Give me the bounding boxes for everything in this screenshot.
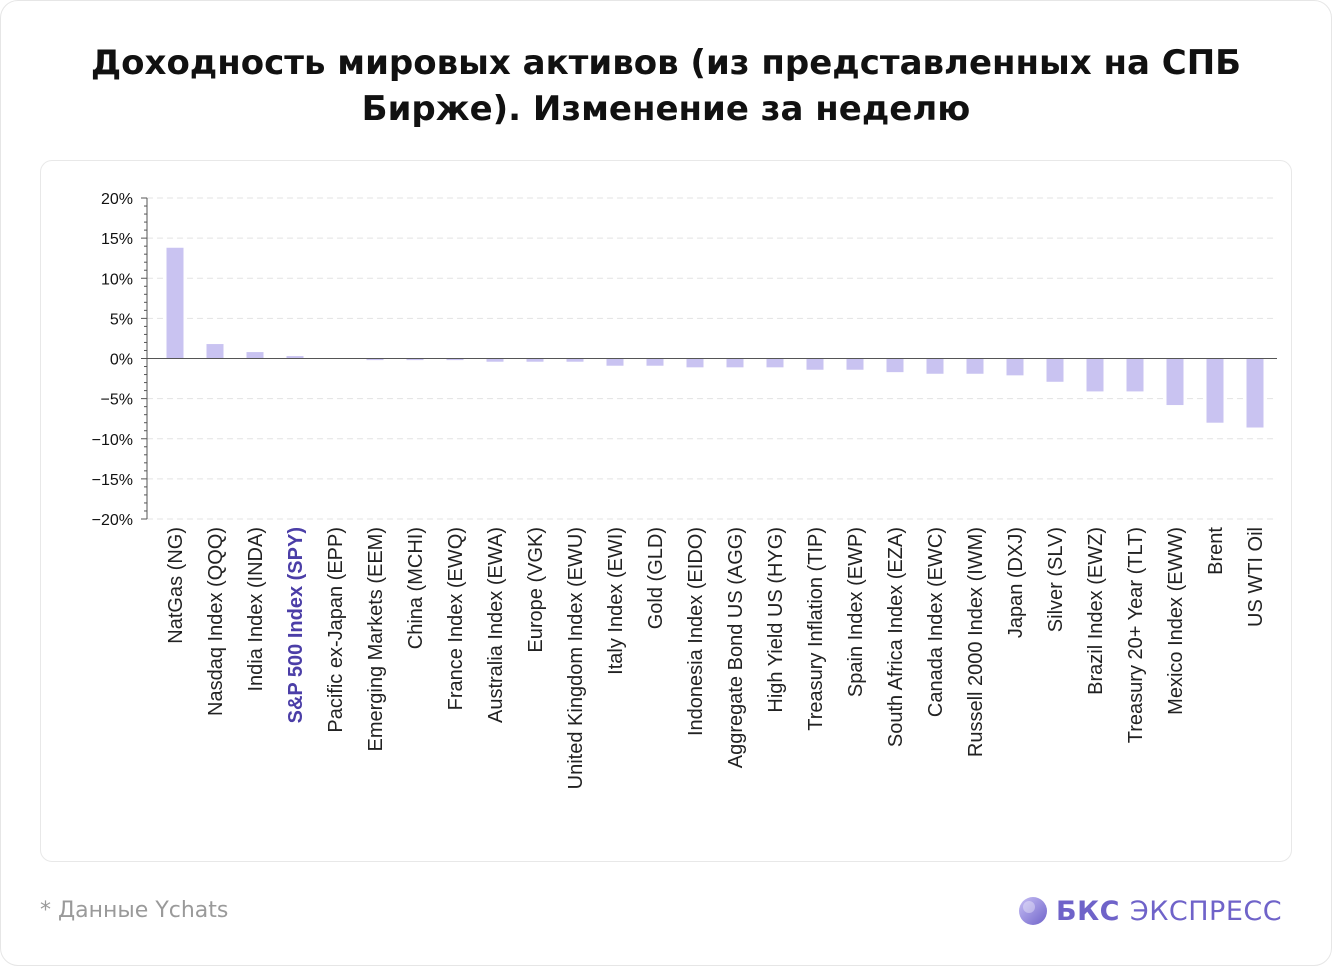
- source-footnote: * Данные Ychats: [40, 898, 229, 923]
- bar: [206, 344, 224, 359]
- x-category-label: NatGas (NG): [165, 527, 187, 644]
- x-category-label: India Index (INDA): [245, 527, 267, 692]
- x-category-label: Japan (DXJ): [1005, 527, 1027, 638]
- bar: [1006, 358, 1024, 376]
- x-category-label: Nasdaq Index (QQQ): [205, 527, 227, 716]
- bar: [886, 358, 904, 373]
- bar: [486, 358, 504, 362]
- bks-logo-icon: [1019, 897, 1047, 925]
- y-tick-label: 20%: [101, 191, 133, 208]
- y-tick-label: −5%: [101, 392, 133, 409]
- chart-card: 20% 15% 10% 5% 0% −5% −10% −15% −20% NatGas (NG)…: [40, 160, 1292, 862]
- x-category-label: Treasury Inflation (TIP): [805, 527, 827, 731]
- x-category-label: Indonesia Index (EIDO): [685, 527, 707, 736]
- x-category-label: Brazil Index (EWZ): [1085, 527, 1107, 695]
- brand-name-bold: БКС: [1056, 895, 1120, 927]
- bar: [246, 352, 264, 359]
- bar: [806, 358, 824, 370]
- y-axis: 20% 15% 10% 5% 0% −5% −10% −15% −20%: [92, 191, 148, 529]
- brand-logo-block: БКС ЭКСПРЕСС: [1018, 893, 1282, 929]
- x-category-label: S&P 500 Index (SPY): [285, 527, 307, 723]
- grid-lines: [147, 197, 1277, 520]
- bar: [646, 358, 664, 366]
- x-category-label: Canada Index (EWC): [925, 527, 947, 717]
- y-tick-label: −10%: [92, 432, 133, 449]
- y-tick-label: −15%: [92, 472, 133, 489]
- bar: [526, 358, 544, 362]
- bar: [686, 358, 704, 368]
- x-category-label: France Index (EWQ): [445, 527, 467, 710]
- y-tick-label: 0%: [110, 352, 133, 369]
- x-category-label: United Kingdom Index (EWU): [565, 527, 587, 789]
- x-category-label: South Africa Index (EZA): [885, 527, 907, 747]
- bar: [1166, 358, 1184, 406]
- brand-name-light: ЭКСПРЕСС: [1129, 895, 1283, 927]
- x-category-label: Aggregate Bond US (AGG): [725, 527, 747, 768]
- y-tick-label: −20%: [92, 512, 133, 529]
- bar: [846, 358, 864, 370]
- bar: [926, 358, 944, 374]
- x-axis-labels: NatGas (NG) Nasdaq Index (QQQ) India Index…: [165, 527, 1267, 790]
- bar: [446, 358, 464, 361]
- x-category-label: US WTI Oil: [1245, 527, 1267, 627]
- x-category-label: Silver (SLV): [1045, 527, 1067, 632]
- brand-name: БКС ЭКСПРЕСС: [1056, 896, 1282, 927]
- bar: [1086, 358, 1104, 392]
- bar: [1206, 358, 1224, 423]
- bar: [966, 358, 984, 374]
- bar: [1046, 358, 1064, 382]
- bar: [406, 358, 424, 361]
- bar: [726, 358, 744, 368]
- x-category-label: Russell 2000 Index (IWM): [965, 527, 987, 757]
- bar: [286, 356, 304, 359]
- x-category-label: Spain Index (EWP): [845, 527, 867, 697]
- x-category-label: China (MCHI): [405, 527, 427, 649]
- bar: [1246, 358, 1264, 428]
- chart-title: Доходность мировых активов (из представл…: [90, 43, 1242, 129]
- bar: [166, 247, 184, 359]
- x-category-label: Gold (GLD): [645, 527, 667, 629]
- bar: [766, 358, 784, 368]
- x-category-label: High Yield US (HYG): [765, 527, 787, 713]
- x-category-label: Treasury 20+ Year (TLT): [1125, 527, 1147, 743]
- bar: [566, 358, 584, 362]
- bar: [606, 358, 624, 366]
- y-tick-label: 5%: [110, 311, 133, 328]
- x-category-label: Australia Index (EWA): [485, 527, 507, 723]
- bar: [1126, 358, 1144, 392]
- bar: [366, 358, 384, 361]
- x-category-label: Italy Index (EWI): [605, 527, 627, 675]
- bar-chart: 20% 15% 10% 5% 0% −5% −10% −15% −20% NatGas (NG)…: [92, 191, 1277, 790]
- y-tick-label: 15%: [101, 231, 133, 248]
- bars: [147, 247, 1277, 428]
- x-category-label: Emerging Markets (EEM): [365, 527, 387, 752]
- x-category-label: Europe (VGK): [525, 527, 547, 653]
- x-category-label: Mexico Index (EWW): [1165, 527, 1187, 715]
- x-category-label: Pacific ex-Japan (EPP): [325, 527, 347, 733]
- x-category-label: Brent: [1205, 527, 1227, 575]
- y-tick-label: 10%: [101, 271, 133, 288]
